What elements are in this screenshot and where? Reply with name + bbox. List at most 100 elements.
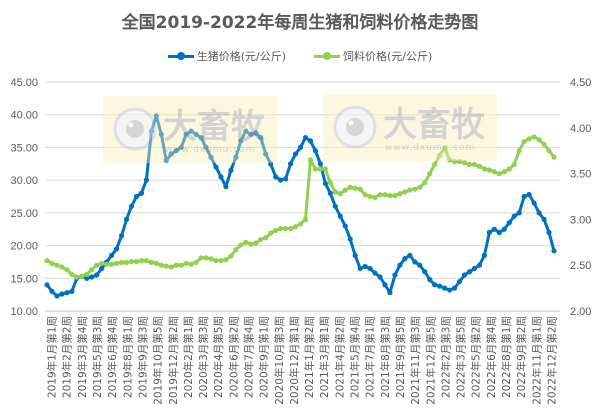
data-point[interactable] — [461, 160, 468, 166]
data-point[interactable] — [128, 203, 135, 209]
data-point[interactable] — [99, 260, 105, 266]
data-point[interactable] — [178, 262, 184, 268]
data-point[interactable] — [168, 264, 174, 270]
data-point[interactable] — [163, 263, 169, 269]
data-point[interactable] — [471, 265, 478, 272]
data-point[interactable] — [94, 272, 100, 278]
data-point[interactable] — [347, 236, 353, 242]
data-point[interactable] — [307, 157, 314, 163]
data-point[interactable] — [476, 262, 483, 268]
data-point[interactable] — [248, 131, 254, 137]
data-point[interactable] — [273, 227, 279, 233]
data-point[interactable] — [253, 240, 259, 246]
data-point[interactable] — [372, 194, 378, 201]
data-point[interactable] — [546, 229, 552, 236]
data-point[interactable] — [486, 167, 492, 173]
data-point[interactable] — [347, 184, 353, 190]
data-point[interactable] — [412, 259, 418, 265]
data-point[interactable] — [223, 257, 229, 263]
data-point[interactable] — [432, 161, 438, 168]
data-point[interactable] — [526, 136, 532, 142]
data-point[interactable] — [536, 137, 542, 143]
data-point[interactable] — [352, 252, 358, 258]
data-point[interactable] — [268, 161, 274, 167]
data-point[interactable] — [113, 246, 120, 252]
data-point[interactable] — [143, 258, 150, 264]
data-point[interactable] — [407, 187, 413, 193]
data-point[interactable] — [387, 290, 393, 296]
legend-item-pig-price[interactable]: 生猪价格(元/公斤) — [167, 48, 286, 64]
data-point[interactable] — [501, 169, 507, 175]
data-point[interactable] — [422, 269, 428, 275]
data-point[interactable] — [273, 174, 279, 180]
data-point[interactable] — [377, 274, 383, 280]
data-point[interactable] — [104, 261, 110, 267]
data-point[interactable] — [496, 229, 502, 236]
data-point[interactable] — [188, 261, 194, 267]
data-point[interactable] — [44, 282, 50, 288]
data-point[interactable] — [292, 151, 299, 157]
data-point[interactable] — [402, 256, 408, 262]
data-point[interactable] — [377, 192, 383, 198]
data-point[interactable] — [228, 167, 234, 173]
data-point[interactable] — [84, 271, 90, 277]
data-point[interactable] — [128, 258, 135, 265]
data-point[interactable] — [173, 262, 179, 268]
data-point[interactable] — [233, 247, 239, 253]
data-point[interactable] — [84, 275, 90, 281]
data-point[interactable] — [123, 259, 130, 266]
data-point[interactable] — [357, 186, 363, 192]
data-point[interactable] — [367, 193, 373, 200]
data-point[interactable] — [506, 166, 512, 172]
data-point[interactable] — [526, 191, 532, 198]
data-point[interactable] — [258, 135, 264, 141]
data-point[interactable] — [506, 220, 512, 226]
data-point[interactable] — [278, 225, 284, 232]
data-point[interactable] — [491, 169, 497, 175]
data-point[interactable] — [133, 258, 140, 265]
data-point[interactable] — [317, 161, 323, 167]
data-point[interactable] — [153, 260, 159, 266]
data-point[interactable] — [437, 283, 443, 289]
data-point[interactable] — [54, 262, 60, 268]
data-point[interactable] — [332, 189, 338, 195]
data-point[interactable] — [109, 252, 115, 258]
data-point[interactable] — [292, 224, 299, 230]
data-point[interactable] — [203, 255, 209, 261]
data-point[interactable] — [327, 180, 333, 186]
data-point[interactable] — [392, 272, 398, 278]
data-point[interactable] — [437, 152, 443, 158]
data-point[interactable] — [531, 134, 537, 140]
data-point[interactable] — [158, 262, 164, 268]
data-point[interactable] — [387, 192, 393, 199]
data-point[interactable] — [551, 248, 557, 254]
data-point[interactable] — [223, 184, 229, 190]
data-point[interactable] — [486, 229, 492, 236]
data-point[interactable] — [133, 193, 140, 200]
data-point[interactable] — [427, 276, 433, 283]
data-point[interactable] — [546, 148, 552, 154]
data-point[interactable] — [208, 256, 214, 262]
data-point[interactable] — [198, 135, 204, 141]
data-point[interactable] — [516, 148, 522, 154]
data-point[interactable] — [501, 226, 507, 232]
data-point[interactable] — [188, 128, 194, 134]
data-point[interactable] — [282, 176, 289, 182]
data-point[interactable] — [263, 151, 269, 157]
data-point[interactable] — [54, 293, 60, 299]
data-point[interactable] — [382, 192, 388, 198]
data-point[interactable] — [312, 148, 319, 154]
data-point[interactable] — [138, 190, 145, 196]
data-point[interactable] — [118, 233, 125, 239]
data-point[interactable] — [198, 255, 204, 261]
data-point[interactable] — [183, 260, 189, 266]
data-point[interactable] — [173, 148, 179, 154]
data-point[interactable] — [362, 192, 368, 198]
data-point[interactable] — [352, 185, 358, 191]
data-point[interactable] — [143, 177, 150, 183]
data-point[interactable] — [322, 166, 328, 172]
data-point[interactable] — [511, 161, 517, 168]
data-point[interactable] — [208, 154, 214, 160]
data-point[interactable] — [168, 151, 174, 157]
data-point[interactable] — [481, 166, 488, 172]
